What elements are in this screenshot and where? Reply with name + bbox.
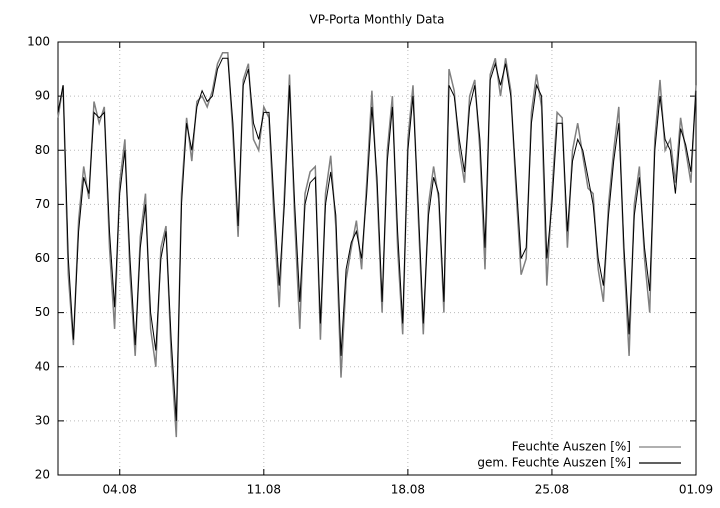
y-tick-label: 90	[35, 89, 50, 103]
y-tick-label: 70	[35, 197, 50, 211]
y-tick-label: 50	[35, 305, 50, 319]
y-tick-label: 20	[35, 468, 50, 482]
x-tick-label: 01.09	[679, 483, 713, 497]
x-tick-label: 11.08	[247, 483, 281, 497]
y-tick-label: 60	[35, 251, 50, 265]
y-tick-label: 40	[35, 359, 50, 373]
x-tick-label: 25.08	[535, 483, 569, 497]
series-line	[57, 57, 697, 421]
legend-label: Feuchte Auszen [%]	[512, 440, 631, 454]
chart-title: VP-Porta Monthly Data	[310, 13, 445, 27]
x-tick-label: 18.08	[391, 483, 425, 497]
y-tick-label: 100	[27, 35, 50, 49]
series-line	[57, 52, 697, 438]
plot-frame	[57, 41, 697, 476]
y-tick-label: 30	[35, 413, 50, 427]
x-tick-label: 04.08	[103, 483, 137, 497]
y-tick-label: 80	[35, 143, 50, 157]
legend-label: gem. Feuchte Auszen [%]	[477, 456, 631, 470]
